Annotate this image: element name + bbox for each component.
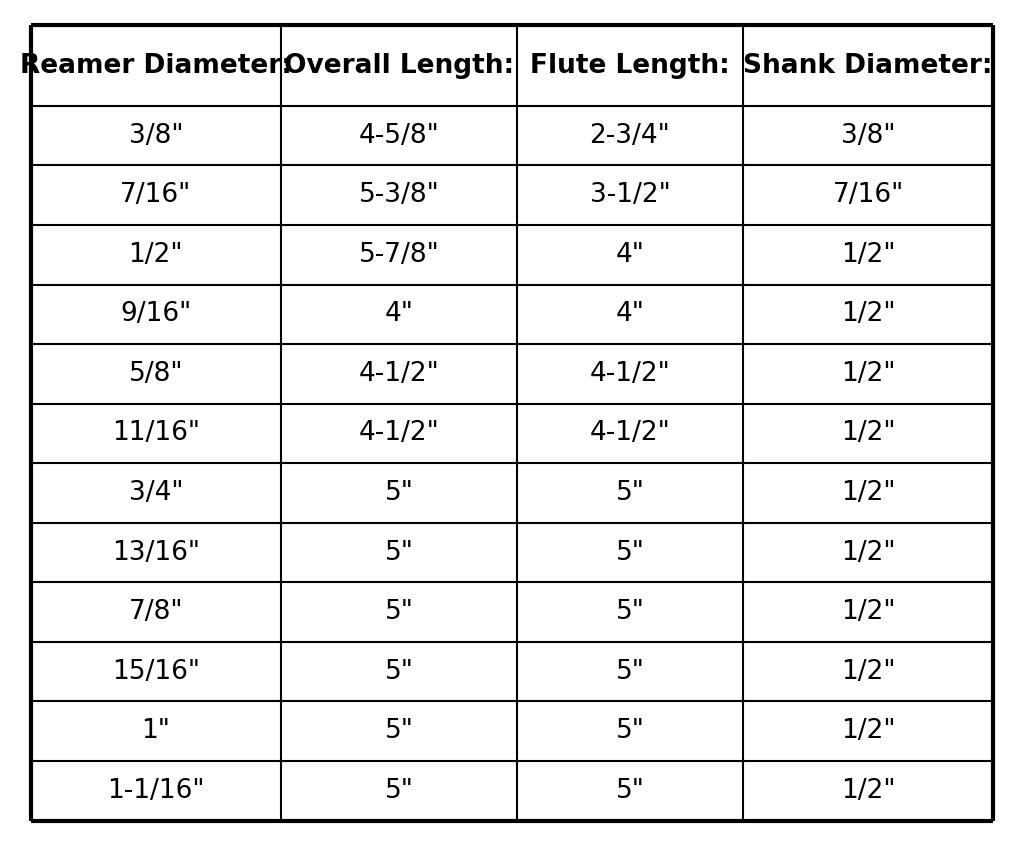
Text: 4": 4" <box>384 301 414 327</box>
Text: 5": 5" <box>615 540 644 566</box>
Text: 4-1/2": 4-1/2" <box>590 361 671 387</box>
Text: 1/2": 1/2" <box>841 659 895 684</box>
Text: 5": 5" <box>384 718 414 744</box>
Text: 4-1/2": 4-1/2" <box>358 420 439 447</box>
Text: Flute Length:: Flute Length: <box>530 52 730 79</box>
Text: 3/8": 3/8" <box>841 123 895 149</box>
Text: 7/8": 7/8" <box>129 599 183 625</box>
Text: 4-5/8": 4-5/8" <box>358 123 439 149</box>
Text: 5": 5" <box>615 777 644 804</box>
Text: 1": 1" <box>141 718 170 744</box>
Text: 7/16": 7/16" <box>120 182 191 208</box>
Text: 5": 5" <box>384 599 414 625</box>
Text: 4-1/2": 4-1/2" <box>358 361 439 387</box>
Text: 1/2": 1/2" <box>841 718 895 744</box>
Text: 13/16": 13/16" <box>112 540 200 566</box>
Text: 1/2": 1/2" <box>841 361 895 387</box>
Text: 1/2": 1/2" <box>841 420 895 447</box>
Text: 11/16": 11/16" <box>112 420 200 447</box>
Text: 5-3/8": 5-3/8" <box>358 182 439 208</box>
Text: 5": 5" <box>615 480 644 506</box>
Text: 1/2": 1/2" <box>841 599 895 625</box>
Text: 4": 4" <box>615 242 644 267</box>
Text: 3/8": 3/8" <box>129 123 183 149</box>
Text: 5": 5" <box>384 659 414 684</box>
Text: 5": 5" <box>384 480 414 506</box>
Text: Reamer Diameter:: Reamer Diameter: <box>19 52 292 79</box>
Text: 1/2": 1/2" <box>841 301 895 327</box>
Text: 1/2": 1/2" <box>129 242 183 267</box>
Text: 7/16": 7/16" <box>833 182 904 208</box>
Text: 2-3/4": 2-3/4" <box>590 123 671 149</box>
Text: 1/2": 1/2" <box>841 242 895 267</box>
Text: 5": 5" <box>384 777 414 804</box>
Text: 1/2": 1/2" <box>841 480 895 506</box>
Text: 1/2": 1/2" <box>841 540 895 566</box>
Text: 5": 5" <box>615 659 644 684</box>
Text: 5": 5" <box>384 540 414 566</box>
Text: 3-1/2": 3-1/2" <box>590 182 671 208</box>
Text: 5": 5" <box>615 718 644 744</box>
Text: Overall Length:: Overall Length: <box>284 52 514 79</box>
Text: 1/2": 1/2" <box>841 777 895 804</box>
Text: 5-7/8": 5-7/8" <box>358 242 439 267</box>
Text: 3/4": 3/4" <box>129 480 183 506</box>
Text: 4-1/2": 4-1/2" <box>590 420 671 447</box>
Text: 9/16": 9/16" <box>120 301 191 327</box>
Text: 5/8": 5/8" <box>129 361 183 387</box>
Text: 5": 5" <box>615 599 644 625</box>
Text: Shank Diameter:: Shank Diameter: <box>743 52 993 79</box>
Text: 1-1/16": 1-1/16" <box>108 777 205 804</box>
Text: 4": 4" <box>615 301 644 327</box>
Text: 15/16": 15/16" <box>112 659 200 684</box>
